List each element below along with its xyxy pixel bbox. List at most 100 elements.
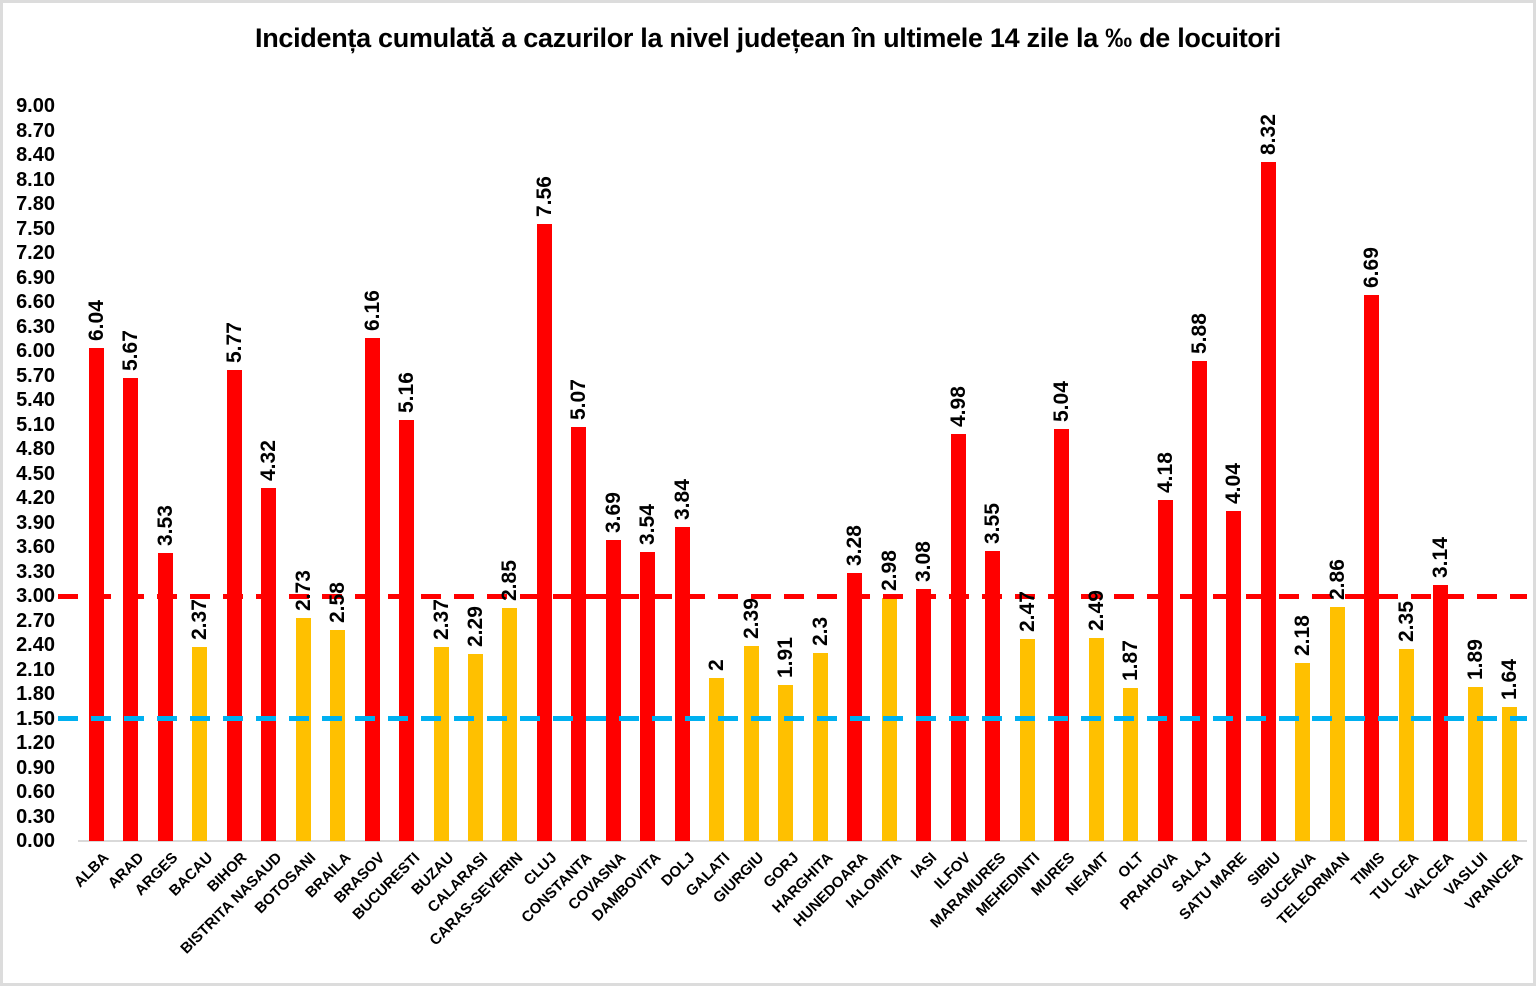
bar-value-brasov: 6.16 xyxy=(360,290,384,331)
bar-value-suceava: 2.18 xyxy=(1291,615,1315,656)
bar-gorj xyxy=(778,685,794,841)
y-axis-tick-2.40: 2.40 xyxy=(16,634,55,656)
bar-timis xyxy=(1364,294,1380,841)
y-axis-tick-3.90: 3.90 xyxy=(16,511,55,534)
bar-harghita xyxy=(812,653,828,841)
x-axis-label-alba: ALBA xyxy=(71,849,113,891)
y-axis-tick-2.10: 2.10 xyxy=(16,658,55,681)
y-axis-tick-1.80: 1.80 xyxy=(16,683,55,705)
bar-calarasi xyxy=(467,653,483,841)
y-axis-tick-1.50: 1.50 xyxy=(16,707,55,730)
bar-dolj xyxy=(674,527,690,841)
bar-tulcea xyxy=(1398,649,1414,841)
y-axis-tick-0.60: 0.60 xyxy=(16,781,55,803)
bar-bucuresti xyxy=(399,419,415,841)
bar-value-arad: 5.67 xyxy=(119,330,143,371)
bar-maramures xyxy=(985,551,1001,841)
bar-value-satu-mare: 4.04 xyxy=(1222,463,1246,505)
bar-braila xyxy=(330,630,346,841)
bar-value-bistrita-nasaud: 4.32 xyxy=(257,440,281,482)
bar-teleorman xyxy=(1329,607,1345,841)
y-axis-tick-7.20: 7.20 xyxy=(16,242,55,264)
bar-valcea xyxy=(1433,584,1449,841)
bar-value-bucuresti: 5.16 xyxy=(395,371,419,413)
y-axis-tick-5.40: 5.40 xyxy=(16,389,55,411)
bar-value-neamt: 2.49 xyxy=(1084,589,1108,631)
bar-arges xyxy=(157,552,173,841)
y-axis-tick-9.00: 9.00 xyxy=(16,95,55,117)
bar-mehedinti xyxy=(1019,639,1035,841)
y-axis-tick-5.10: 5.10 xyxy=(16,413,55,436)
bar-value-alba: 6.04 xyxy=(84,299,108,341)
bar-value-sibiu: 8.32 xyxy=(1256,113,1280,155)
chart-title: Incidența cumulată a cazurilor la nivel … xyxy=(255,23,1281,53)
bar-value-iasi: 3.08 xyxy=(912,541,936,583)
bar-bihor xyxy=(226,369,242,841)
bar-value-ilfov: 4.98 xyxy=(946,386,970,428)
bar-suceava xyxy=(1295,662,1311,841)
bar-ilfov xyxy=(950,434,966,841)
bar-value-vaslui: 1.89 xyxy=(1463,638,1487,680)
y-axis-tick-5.70: 5.70 xyxy=(16,364,55,387)
bar-value-giurgiu: 2.39 xyxy=(739,597,763,639)
y-axis-tick-1.20: 1.20 xyxy=(16,732,55,754)
bar-satu-mare xyxy=(1226,511,1242,841)
y-axis-tick-7.50: 7.50 xyxy=(16,217,55,240)
bar-value-mures: 5.04 xyxy=(1050,381,1074,423)
y-axis-tick-7.80: 7.80 xyxy=(16,193,55,215)
y-axis-tick-0.30: 0.30 xyxy=(16,805,55,828)
bar-vrancea xyxy=(1502,707,1518,841)
x-axis-line xyxy=(78,840,1527,842)
bar-bistrita-nasaud xyxy=(261,488,277,841)
bar-dambovita xyxy=(640,551,656,841)
bar-olt xyxy=(1123,688,1139,841)
bar-value-caras-severin: 2.85 xyxy=(498,560,522,602)
bar-caras-severin xyxy=(502,608,518,841)
bar-mures xyxy=(1054,429,1070,841)
bar-value-arges: 3.53 xyxy=(153,504,177,546)
bar-value-vrancea: 1.64 xyxy=(1498,659,1522,701)
bar-value-bacau: 2.37 xyxy=(188,599,212,641)
bar-buzau xyxy=(433,647,449,841)
y-axis-tick-6.90: 6.90 xyxy=(16,266,55,289)
bar-value-botosani: 2.73 xyxy=(291,570,315,612)
bar-value-harghita: 2.3 xyxy=(808,616,832,647)
y-axis-tick-4.20: 4.20 xyxy=(16,487,55,509)
blue-threshold-line xyxy=(58,716,1527,721)
bar-salaj xyxy=(1191,360,1207,841)
bar-value-galati: 2 xyxy=(705,658,729,671)
bar-hunedoara xyxy=(847,573,863,841)
y-axis-tick-4.50: 4.50 xyxy=(16,462,55,485)
y-axis-tick-6.00: 6.00 xyxy=(16,340,55,362)
bar-cluj xyxy=(536,223,552,841)
bar-value-dolj: 3.84 xyxy=(670,479,694,521)
bar-galati xyxy=(709,677,725,841)
bar-botosani xyxy=(295,618,311,841)
bar-value-constanta: 5.07 xyxy=(567,379,591,420)
bar-value-cluj: 7.56 xyxy=(532,175,556,217)
bar-value-buzau: 2.37 xyxy=(429,599,453,641)
bar-value-tulcea: 2.35 xyxy=(1394,601,1418,643)
red-threshold-line xyxy=(58,593,1527,599)
y-axis-tick-2.70: 2.70 xyxy=(16,609,55,632)
bar-constanta xyxy=(571,426,587,841)
bar-value-braila: 2.58 xyxy=(326,582,350,624)
y-axis-tick-8.10: 8.10 xyxy=(16,168,55,191)
bar-giurgiu xyxy=(743,645,759,841)
bar-value-hunedoara: 3.28 xyxy=(843,525,867,567)
y-axis-tick-0.00: 0.00 xyxy=(16,830,55,852)
bar-value-gorj: 1.91 xyxy=(774,637,798,679)
bar-value-teleorman: 2.86 xyxy=(1325,559,1349,601)
bar-value-dambovita: 3.54 xyxy=(636,504,660,545)
bar-sibiu xyxy=(1260,161,1276,841)
bar-value-bihor: 5.77 xyxy=(222,321,246,363)
bar-value-ialomita: 2.98 xyxy=(877,549,901,591)
y-axis-tick-3.00: 3.00 xyxy=(16,585,55,607)
bar-bacau xyxy=(192,647,208,841)
bar-neamt xyxy=(1088,637,1104,841)
bar-value-covasna: 3.69 xyxy=(601,491,625,533)
bar-vaslui xyxy=(1467,686,1483,841)
y-axis-tick-3.60: 3.60 xyxy=(16,536,55,558)
bar-arad xyxy=(123,377,139,841)
